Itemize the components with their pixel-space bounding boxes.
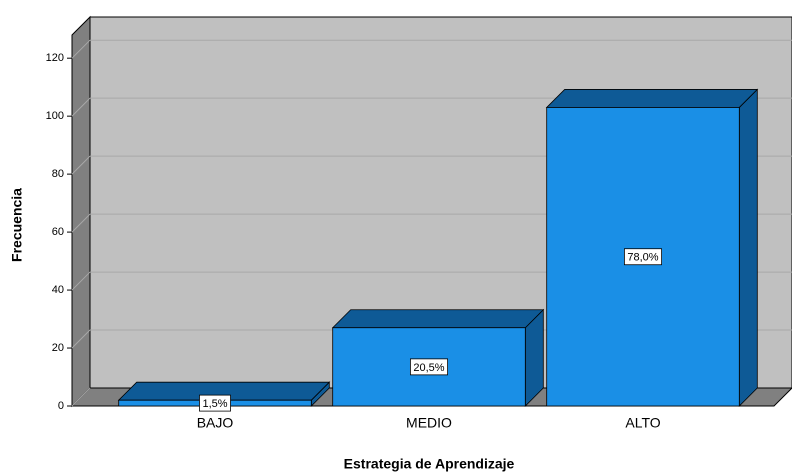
grid-line — [71, 387, 91, 407]
bar-top — [331, 309, 545, 329]
y-tick-label: 100 — [46, 110, 64, 122]
y-tick-label: 40 — [52, 284, 64, 296]
grid-line — [71, 329, 91, 349]
grid-line — [71, 39, 91, 59]
data-label: 20,5% — [413, 362, 444, 374]
bar-side — [738, 88, 758, 407]
x-tick-label: ALTO — [625, 415, 660, 431]
data-label-box — [623, 248, 663, 266]
side-wall — [71, 15, 91, 408]
y-tick-label: 80 — [52, 168, 64, 180]
x-tick-label: MEDIO — [406, 415, 452, 431]
data-label: 1,5% — [202, 398, 227, 410]
grid-line — [71, 97, 91, 117]
grid-line — [71, 271, 91, 291]
data-label-box — [199, 394, 231, 412]
y-tick-label: 120 — [46, 52, 64, 64]
y-tick-label: 20 — [52, 342, 64, 354]
x-tick-label: BAJO — [197, 415, 234, 431]
data-label: 78,0% — [627, 252, 658, 264]
grid-line — [71, 155, 91, 175]
y-tick-label: 0 — [58, 400, 64, 412]
y-axis-title: Frecuencia — [9, 188, 25, 262]
data-label-box — [409, 358, 449, 376]
bar-top — [545, 89, 759, 108]
x-axis-title: Estrategia de Aprendizaje — [344, 456, 515, 472]
y-tick-label: 60 — [52, 226, 64, 238]
grid-line — [71, 213, 91, 233]
